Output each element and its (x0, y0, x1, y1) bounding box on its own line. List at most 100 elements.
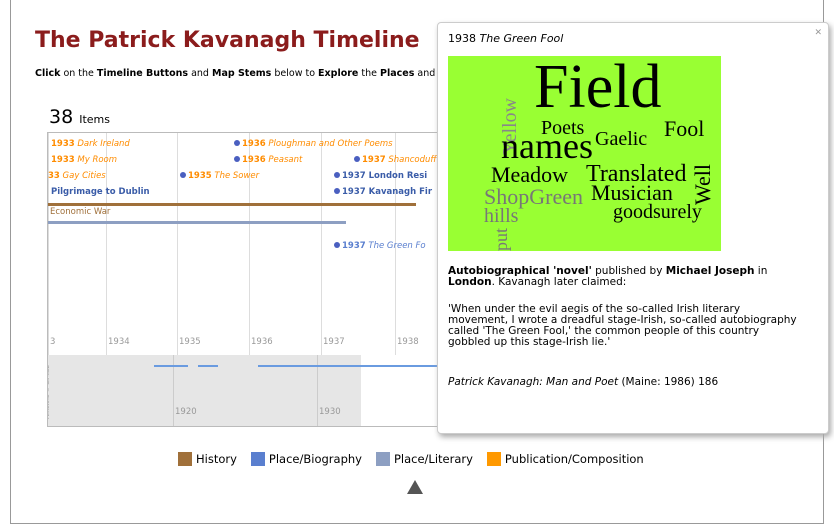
legend-item: Place/Biography (251, 452, 362, 466)
item-count: 38 Items (49, 106, 110, 128)
duration-bar[interactable] (48, 203, 416, 206)
event-title: London Resi (369, 171, 428, 181)
cloud-word: goodsurely (613, 202, 702, 222)
cloud-word: names (501, 128, 593, 164)
page: The Patrick Kavanagh Timeline Click on t… (0, 0, 834, 524)
event-title: Shancoduff (388, 155, 436, 165)
close-button[interactable]: ✕ (814, 28, 822, 38)
timeline-event[interactable]: 1937 Shancoduff (354, 155, 437, 165)
year-label: 1938 (397, 337, 419, 347)
year-label: 1935 (179, 337, 201, 347)
event-dot (234, 140, 240, 146)
legend: History Place/Biography Place/Literary Publ… (178, 452, 644, 466)
year-label: 1936 (251, 337, 273, 347)
timeline-event[interactable]: 33 Gay Cities (48, 171, 106, 181)
timeline-event[interactable]: 1937 The Green Fo (334, 241, 426, 251)
timeline-event[interactable]: 1937 London Resi (334, 171, 427, 181)
cloud-word: Gaelic (595, 129, 647, 149)
legend-item: Place/Literary (376, 452, 473, 466)
event-dot (334, 188, 340, 194)
year-line (177, 133, 178, 355)
text-run: . Kavanagh later claimed: (492, 276, 627, 288)
text-run: Explore (318, 68, 358, 79)
event-dot (334, 172, 340, 178)
event-title: Dark Ireland (77, 139, 129, 149)
text-run: Map Stems (212, 68, 271, 79)
event-year: 1937 (362, 155, 386, 165)
event-dot (180, 172, 186, 178)
timeline-event[interactable]: 1936 Peasant (234, 155, 302, 165)
year-line (321, 133, 322, 355)
event-year: 1937 (342, 171, 366, 181)
timeline-event[interactable]: 1933 Dark Ireland (51, 139, 130, 149)
event-year: 1935 (188, 171, 212, 181)
overview-track (198, 365, 218, 367)
event-year: 1936 (242, 155, 266, 165)
popup-heading: 1938 The Green Fool (448, 32, 563, 45)
event-title: Ploughman and Other Poems (268, 139, 392, 149)
legend-label: Place/Literary (394, 452, 473, 466)
cloud-word: Field (534, 56, 661, 118)
info-popup: 1938 The Green Fool ✕ FieldYellowPoetsGa… (437, 22, 829, 434)
legend-label: Place/Biography (269, 452, 362, 466)
overview-label: 1930 (319, 407, 341, 417)
text-run: 'When under the evil aegis of the so-cal… (448, 303, 800, 348)
text-run: Places (380, 68, 414, 79)
text-run: on the (60, 68, 96, 79)
event-title: The Sower (214, 171, 259, 181)
cloud-word: hills (484, 206, 518, 226)
cloud-word: put (492, 228, 510, 251)
cloud-word: Meadow (491, 164, 568, 186)
cloud-word: Fool (664, 118, 704, 140)
timeline-event[interactable]: 1936 Ploughman and Other Poems (234, 139, 393, 149)
text-run: London (448, 276, 492, 288)
text-run: and (414, 68, 435, 79)
text-run: in (754, 265, 770, 277)
overview-track (154, 365, 188, 367)
text-run: below to (271, 68, 318, 79)
text-run: the (358, 68, 380, 79)
event-dot (234, 156, 240, 162)
overview-track (258, 365, 448, 367)
year-line (48, 133, 49, 355)
timeline-event[interactable]: Pilgrimage to Dublin (51, 187, 150, 197)
legend-swatch (251, 452, 265, 466)
legend-swatch (178, 452, 192, 466)
page-title: The Patrick Kavanagh Timeline (35, 28, 420, 53)
overview-label: 1920 (175, 407, 197, 417)
legend-swatch (487, 452, 501, 466)
event-year: 1937 (342, 187, 366, 197)
year-label: 1934 (108, 337, 130, 347)
duration-label: Economic War (50, 207, 110, 217)
intro: Click on the Timeline Buttons and Map St… (35, 68, 435, 79)
timeline-event[interactable]: 1933 My Room (51, 155, 117, 165)
legend-swatch (376, 452, 390, 466)
year-label: 3 (50, 337, 55, 347)
event-year: 33 (48, 171, 60, 181)
event-title: Kavanagh Fir (369, 187, 432, 197)
popup-title: The Green Fool (480, 32, 564, 45)
timeline-event[interactable]: 1935 The Sower (180, 171, 259, 181)
event-title: Pilgrimage to Dublin (51, 187, 150, 197)
popup-year: 1938 (448, 32, 476, 45)
event-title: The Green Fo (368, 241, 425, 251)
event-year: 1936 (242, 139, 266, 149)
text-run: (Maine: 1986) 186 (618, 376, 718, 388)
text-run: Timeline Buttons (97, 68, 188, 79)
cloud-word: Well (692, 164, 714, 205)
legend-item: History (178, 452, 237, 466)
text-run: Click (35, 68, 60, 79)
event-year: 1933 (51, 139, 75, 149)
simile-logo (405, 478, 425, 496)
duration-bar[interactable] (48, 221, 346, 224)
event-dot (354, 156, 360, 162)
event-title: Gay Cities (63, 171, 106, 181)
year-line (249, 133, 250, 355)
timeline-event[interactable]: 1937 Kavanagh Fir (334, 187, 432, 197)
event-dot (334, 242, 340, 248)
legend-label: Publication/Composition (505, 452, 644, 466)
year-line (106, 133, 107, 355)
popup-paragraph: Autobiographical 'novel' published by Mi… (448, 266, 798, 288)
